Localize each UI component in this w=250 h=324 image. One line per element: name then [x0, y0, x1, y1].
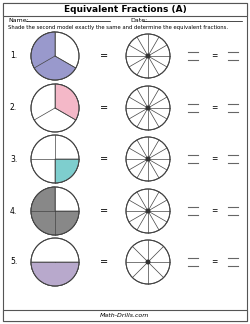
Bar — [3, 310, 247, 321]
Circle shape — [146, 54, 150, 58]
Circle shape — [146, 260, 150, 264]
Wedge shape — [55, 159, 79, 183]
Text: =: = — [211, 52, 217, 61]
Text: 2.: 2. — [10, 103, 17, 112]
Text: Equivalent Fractions (A): Equivalent Fractions (A) — [64, 5, 186, 14]
Text: =: = — [211, 103, 217, 112]
Text: =: = — [100, 103, 108, 113]
Text: =: = — [100, 51, 108, 61]
Circle shape — [31, 135, 79, 183]
Circle shape — [126, 137, 170, 181]
Circle shape — [126, 189, 170, 233]
Text: 3.: 3. — [10, 155, 17, 164]
Text: Math-Drills.com: Math-Drills.com — [100, 313, 150, 318]
Wedge shape — [31, 187, 79, 235]
Bar — [3, 3, 247, 16]
Wedge shape — [55, 84, 79, 120]
Wedge shape — [31, 262, 79, 286]
Circle shape — [146, 209, 150, 213]
Text: Date:: Date: — [130, 18, 147, 24]
Text: 5.: 5. — [10, 258, 17, 267]
Circle shape — [126, 86, 170, 130]
Circle shape — [31, 84, 79, 132]
Text: =: = — [211, 155, 217, 164]
Wedge shape — [31, 32, 76, 80]
Text: Shade the second model exactly the same and determine the equivalent fractions.: Shade the second model exactly the same … — [8, 26, 228, 30]
Circle shape — [31, 187, 79, 235]
Text: =: = — [100, 206, 108, 216]
Text: 1.: 1. — [10, 52, 17, 61]
Text: 4.: 4. — [10, 206, 17, 215]
Text: =: = — [100, 257, 108, 267]
Circle shape — [146, 106, 150, 110]
Circle shape — [31, 32, 79, 80]
Circle shape — [126, 240, 170, 284]
Circle shape — [126, 34, 170, 78]
Text: =: = — [100, 154, 108, 164]
Circle shape — [146, 157, 150, 161]
Circle shape — [31, 238, 79, 286]
Text: =: = — [211, 258, 217, 267]
Text: Name:: Name: — [8, 18, 29, 24]
Text: =: = — [211, 206, 217, 215]
